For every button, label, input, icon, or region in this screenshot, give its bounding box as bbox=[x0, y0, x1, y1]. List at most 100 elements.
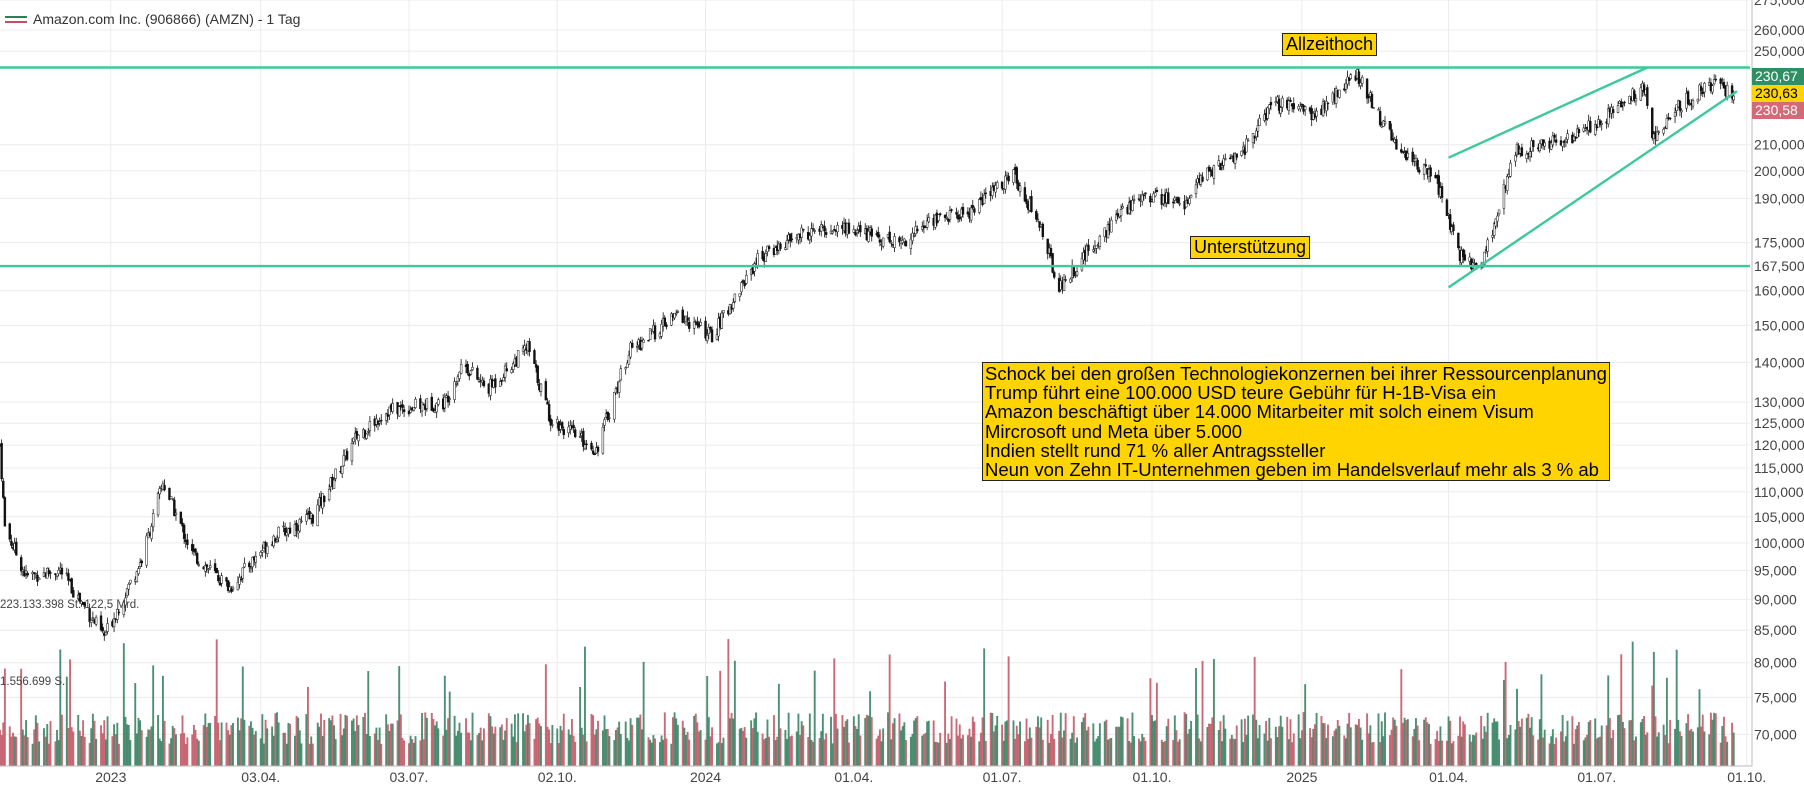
volume-bar bbox=[323, 719, 326, 766]
volume-bar bbox=[403, 740, 406, 766]
volume-bar bbox=[129, 740, 132, 766]
volume-bar bbox=[1423, 719, 1426, 766]
candle-body bbox=[476, 367, 479, 380]
volume-bar bbox=[1678, 731, 1681, 766]
candle-body bbox=[156, 493, 160, 516]
volume-bar bbox=[1256, 738, 1259, 766]
volume-bar bbox=[548, 729, 551, 766]
volume-bar bbox=[626, 737, 629, 766]
volume-bar bbox=[556, 728, 559, 766]
volume-bar bbox=[1703, 731, 1706, 766]
volume-bar bbox=[1164, 741, 1166, 766]
volume-bar bbox=[377, 739, 379, 766]
volume-bar bbox=[1382, 736, 1385, 766]
volume-bar bbox=[823, 739, 826, 766]
candle-body bbox=[1064, 279, 1067, 281]
candle-body bbox=[836, 224, 839, 233]
volume-bar bbox=[867, 715, 870, 766]
candle-body bbox=[603, 419, 606, 426]
volume-bar bbox=[67, 727, 70, 766]
news-line: Neun von Zehn IT-Unternehmen geben im Ha… bbox=[985, 459, 1599, 481]
candle-body bbox=[1639, 87, 1643, 101]
volume-bar bbox=[628, 740, 630, 766]
volume-bar bbox=[1641, 718, 1644, 766]
volume-bar bbox=[699, 730, 702, 766]
volume-bar bbox=[1623, 728, 1626, 766]
candle-body bbox=[556, 419, 559, 424]
volume-bar bbox=[966, 735, 969, 766]
volume-bar bbox=[1253, 657, 1256, 766]
volume-bar bbox=[584, 646, 586, 766]
candle-body bbox=[831, 231, 834, 234]
volume-bar bbox=[1506, 738, 1509, 766]
candle-body bbox=[391, 403, 394, 412]
volume-bar bbox=[391, 723, 394, 766]
volume-bar bbox=[522, 713, 524, 766]
volume-bar bbox=[145, 736, 148, 766]
candle-body bbox=[686, 317, 689, 321]
volume-bar bbox=[401, 737, 404, 766]
candle-body bbox=[958, 216, 961, 220]
candle-body bbox=[168, 487, 171, 500]
volume-bar bbox=[191, 734, 194, 766]
volume-bar bbox=[1247, 715, 1250, 766]
candle-body bbox=[1292, 103, 1295, 110]
volume-bar bbox=[184, 743, 187, 766]
volume-bar bbox=[1532, 735, 1535, 766]
candle-body bbox=[1390, 129, 1393, 141]
volume-bar bbox=[1711, 719, 1714, 766]
candle-body bbox=[925, 220, 929, 228]
volume-bar bbox=[1462, 721, 1465, 766]
volume-bar bbox=[272, 735, 275, 766]
candle-body bbox=[1440, 186, 1444, 198]
ath-label: Allzeithoch bbox=[1282, 33, 1378, 56]
volume-bar bbox=[421, 713, 423, 766]
chart-legend[interactable]: Amazon.com Inc. (906866) (AMZN) - 1 Tag bbox=[5, 11, 300, 27]
volume-bar bbox=[434, 725, 437, 766]
volume-bar bbox=[774, 740, 777, 766]
candle-body bbox=[1457, 232, 1460, 249]
volume-bar bbox=[836, 728, 839, 766]
volume-bar bbox=[491, 726, 494, 766]
volume-bar bbox=[595, 729, 598, 766]
candle-body bbox=[1287, 100, 1291, 111]
y-tick-label: 167,500 bbox=[1754, 258, 1804, 274]
volume-bar bbox=[425, 717, 428, 766]
volume-bar bbox=[616, 727, 619, 766]
volume-bar bbox=[580, 727, 583, 766]
volume-bar bbox=[368, 736, 371, 766]
volume-bar bbox=[1299, 738, 1302, 766]
y-tick-label: 110,000 bbox=[1754, 484, 1804, 500]
volume-bar bbox=[225, 722, 228, 766]
volume-bar bbox=[841, 715, 844, 766]
volume-bar bbox=[205, 727, 208, 766]
volume-bar bbox=[504, 730, 507, 766]
candle-body bbox=[790, 238, 794, 240]
candle-body bbox=[1400, 149, 1403, 153]
volume-bar bbox=[869, 691, 872, 766]
volume-bar bbox=[0, 734, 3, 766]
candle-body bbox=[533, 350, 536, 364]
volume-bar bbox=[779, 728, 782, 766]
candle-body bbox=[1246, 139, 1250, 142]
candle-body bbox=[54, 573, 57, 576]
candle-body bbox=[854, 231, 857, 236]
volume-bar bbox=[1292, 733, 1295, 766]
candle-body bbox=[135, 571, 139, 582]
candle-body bbox=[808, 235, 812, 241]
candle-body bbox=[1274, 101, 1278, 104]
candle-body bbox=[60, 567, 64, 575]
volume-bar bbox=[913, 720, 916, 766]
candle-body bbox=[1194, 184, 1198, 195]
volume-bar bbox=[1151, 715, 1153, 766]
volume-bar bbox=[1115, 726, 1118, 766]
candle-body bbox=[950, 209, 953, 211]
candle-body bbox=[1046, 238, 1049, 254]
volume-bar bbox=[3, 668, 6, 766]
volume-bar bbox=[629, 718, 632, 766]
volume-bar bbox=[47, 743, 50, 766]
volume-bar bbox=[722, 737, 725, 766]
volume-bar bbox=[1361, 739, 1364, 766]
